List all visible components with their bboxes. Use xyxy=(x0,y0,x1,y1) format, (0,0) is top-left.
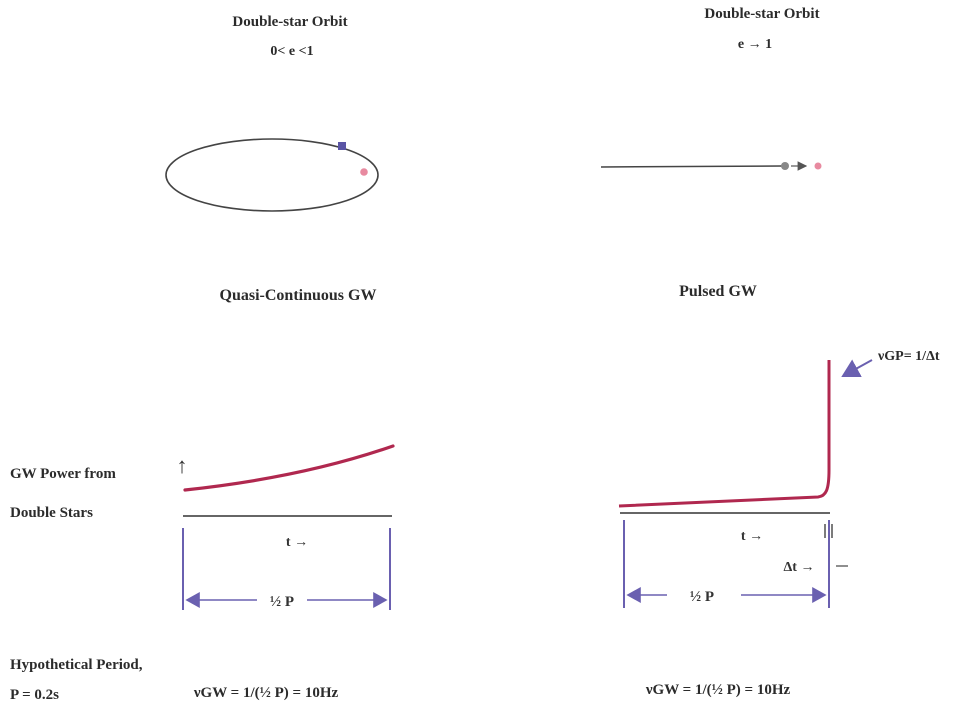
orbit-elliptical-title: Double-star Orbit xyxy=(232,14,347,30)
pulsed-time-label: t → xyxy=(741,529,763,544)
companion-star-icon xyxy=(814,162,822,170)
pulsed-frequency-formula: νGW = 1/(½ P) = 10Hz xyxy=(645,682,791,698)
quasi-continuous-power-curve xyxy=(183,444,395,492)
linear-orbit-path xyxy=(600,165,783,168)
elliptical-orbit-path xyxy=(165,138,379,212)
quasi-continuous-title: Quasi-Continuous GW xyxy=(220,287,377,304)
pulsed-power-curve xyxy=(618,360,831,508)
pulse-width-label: Δt → xyxy=(784,560,815,575)
power-up-arrow: ↑ xyxy=(177,453,188,478)
pulse-annotation-arrow xyxy=(841,359,873,378)
quasi-period-label: ½ P xyxy=(270,594,294,610)
pulsed-title: Pulsed GW xyxy=(679,283,757,300)
period-caption-line1: Hypothetical Period, xyxy=(10,657,143,673)
pulse-frequency-label: νGP= 1/Δt xyxy=(877,349,940,364)
pulsed-period-label: ½ P xyxy=(690,589,714,605)
ylabel-line2: Double Stars xyxy=(10,505,93,521)
quasi-time-label: t → xyxy=(286,535,308,550)
ylabel-line1: GW Power from xyxy=(10,466,116,482)
period-caption-line2: P = 0.2s xyxy=(10,687,59,703)
quasi-frequency-formula: νGW = 1/(½ P) = 10Hz xyxy=(193,685,339,701)
orbit-linear-title: Double-star Orbit xyxy=(704,6,819,22)
orbiting-star-icon xyxy=(781,162,789,170)
orbit-elliptical-subtitle: 0< e <1 xyxy=(270,44,313,59)
primary-star-icon xyxy=(338,142,346,150)
secondary-star-icon xyxy=(360,168,368,176)
orbit-linear-subtitle: e → 1 xyxy=(738,37,772,52)
